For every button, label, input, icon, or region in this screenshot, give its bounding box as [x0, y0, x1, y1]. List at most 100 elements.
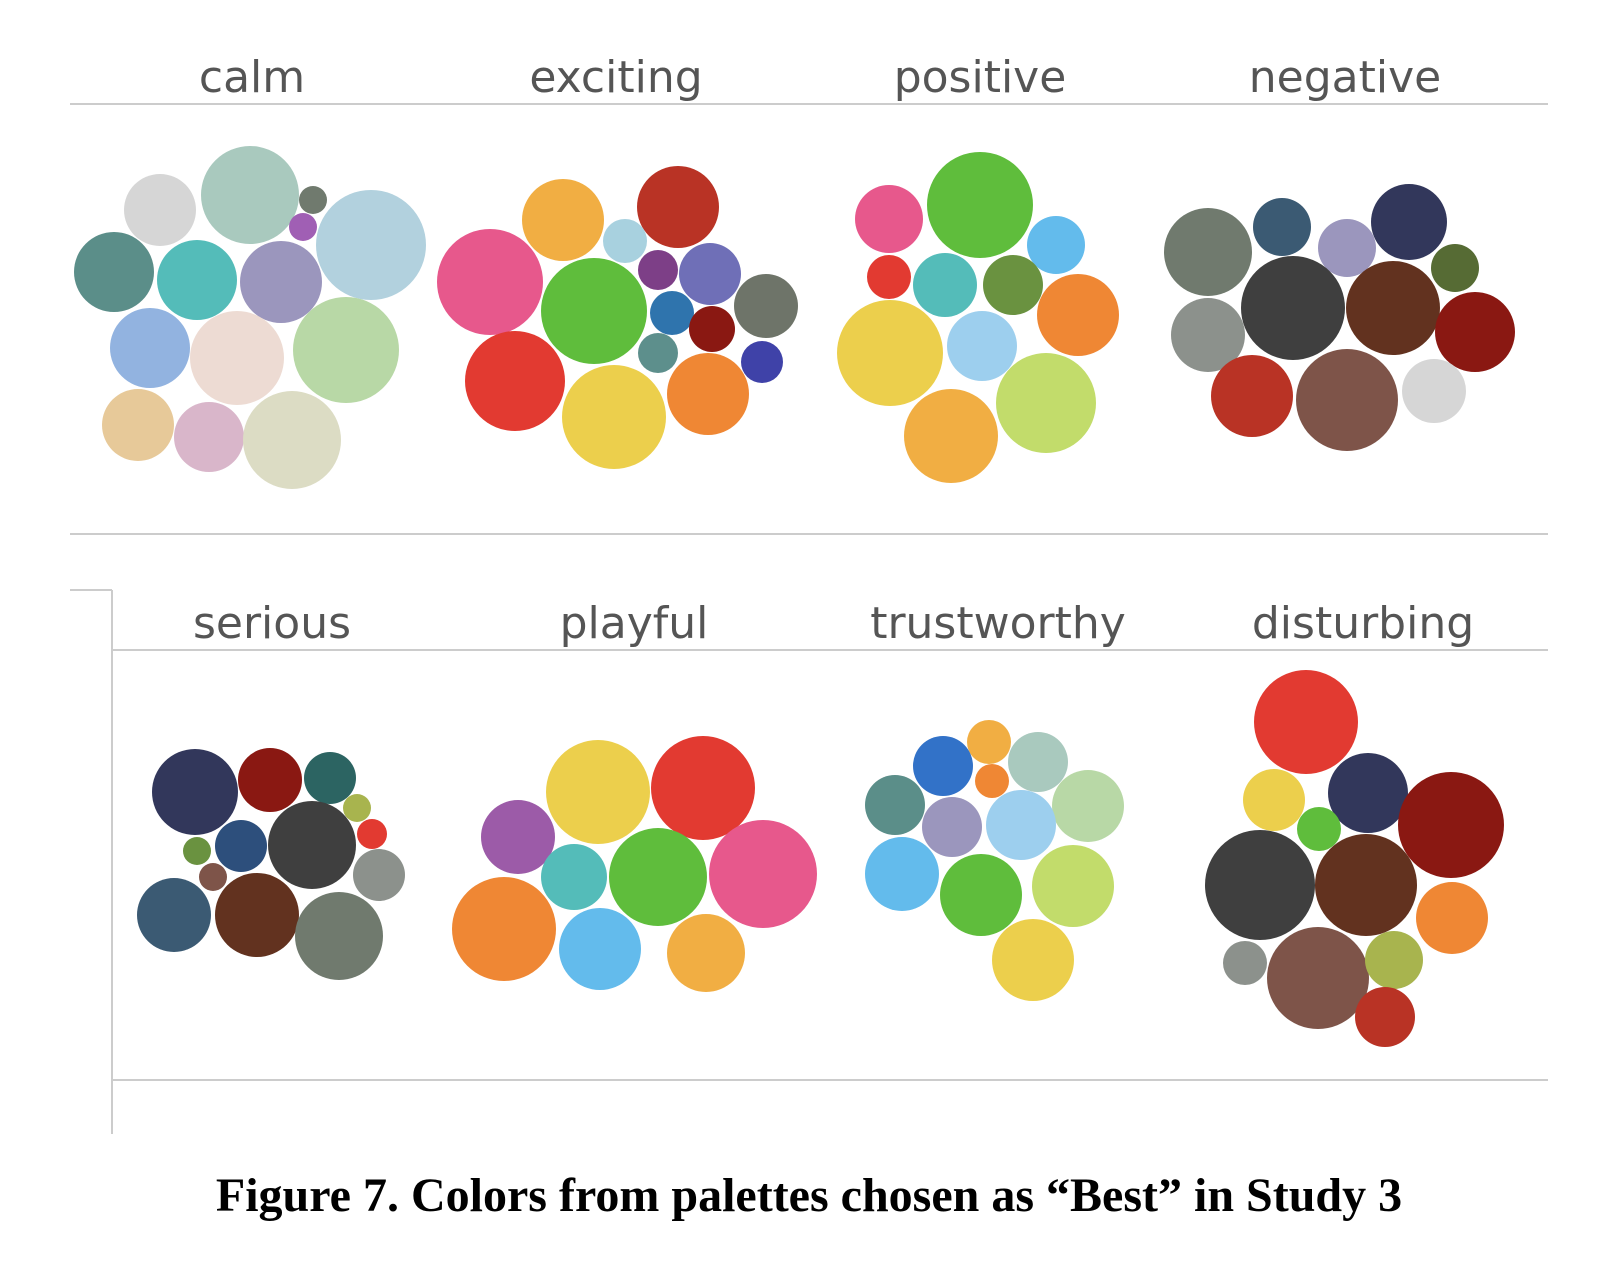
- panel-positive: [837, 152, 1119, 483]
- calm-color-bubble-4: [289, 213, 317, 241]
- serious-color-bubble-11: [137, 878, 211, 952]
- exciting-color-bubble-2: [637, 166, 719, 248]
- calm-color-bubble-7: [157, 240, 237, 320]
- trustworthy-color-bubble-9: [865, 837, 939, 911]
- disturbing-color-bubble-9: [1223, 941, 1267, 985]
- exciting-color-bubble-11: [638, 333, 678, 373]
- positive-color-bubble-9: [947, 311, 1017, 381]
- calm-color-bubble-5: [316, 190, 426, 300]
- exciting-color-bubble-8: [650, 291, 694, 335]
- trustworthy-color-bubble-5: [865, 775, 925, 835]
- positive-color-bubble-5: [913, 253, 977, 317]
- exciting-color-bubble-1: [522, 179, 604, 261]
- serious-color-bubble-5: [215, 820, 267, 872]
- disturbing-color-bubble-12: [1355, 987, 1415, 1047]
- negative-color-bubble-11: [1296, 349, 1398, 451]
- label-serious: serious: [193, 598, 351, 649]
- positive-color-bubble-1: [855, 185, 923, 253]
- negative-color-bubble-10: [1211, 355, 1293, 437]
- serious-color-bubble-2: [238, 748, 302, 812]
- exciting-color-bubble-4: [437, 229, 543, 335]
- calm-color-bubble-10: [190, 311, 284, 405]
- exciting-color-bubble-14: [562, 365, 666, 469]
- negative-color-bubble-5: [1431, 244, 1479, 292]
- calm-color-bubble-1: [124, 174, 196, 246]
- positive-color-bubble-6: [983, 255, 1043, 315]
- serious-color-bubble-9: [199, 863, 227, 891]
- serious-color-bubble-4: [343, 794, 371, 822]
- positive-color-bubble-3: [1027, 216, 1085, 274]
- negative-color-bubble-12: [1402, 359, 1466, 423]
- playful-color-bubble-4: [541, 844, 607, 910]
- playful-color-bubble-2: [651, 736, 755, 840]
- serious-color-bubble-7: [357, 819, 387, 849]
- exciting-color-bubble-10: [689, 306, 735, 352]
- panel-trustworthy: [865, 720, 1124, 1001]
- disturbing-color-bubble-6: [1205, 830, 1315, 940]
- panel-negative: [1164, 184, 1515, 451]
- positive-color-bubble-8: [837, 300, 943, 406]
- disturbing-color-bubble-10: [1267, 927, 1369, 1029]
- exciting-color-bubble-5: [638, 250, 678, 290]
- negative-color-bubble-8: [1435, 292, 1515, 372]
- label-positive: positive: [894, 52, 1067, 103]
- playful-color-bubble-9: [667, 914, 745, 992]
- figure-caption: Figure 7. Colors from palettes chosen as…: [215, 1169, 1403, 1222]
- disturbing-color-bubble-7: [1315, 834, 1417, 936]
- exciting-color-bubble-13: [465, 331, 565, 431]
- label-playful: playful: [560, 598, 709, 649]
- trustworthy-color-bubble-4: [975, 764, 1009, 798]
- bubble-layer: [74, 146, 1515, 1047]
- exciting-color-bubble-6: [679, 243, 741, 305]
- serious-color-bubble-12: [215, 873, 299, 957]
- playful-color-bubble-1: [546, 740, 650, 844]
- calm-color-bubble-12: [102, 389, 174, 461]
- label-calm: calm: [199, 52, 305, 103]
- positive-color-bubble-10: [996, 353, 1096, 453]
- exciting-color-bubble-15: [667, 353, 749, 435]
- disturbing-color-bubble-2: [1243, 769, 1305, 831]
- exciting-color-bubble-3: [603, 219, 647, 263]
- negative-color-bubble-3: [1318, 219, 1376, 277]
- calm-color-bubble-2: [201, 146, 299, 244]
- playful-color-bubble-5: [609, 828, 707, 926]
- negative-color-bubble-7: [1346, 261, 1440, 355]
- trustworthy-color-bubble-11: [1032, 845, 1114, 927]
- playful-color-bubble-3: [481, 800, 555, 874]
- disturbing-color-bubble-1: [1254, 670, 1358, 774]
- calm-color-bubble-9: [110, 308, 190, 388]
- disturbing-color-bubble-3: [1328, 753, 1408, 833]
- trustworthy-color-bubble-12: [992, 919, 1074, 1001]
- negative-color-bubble-2: [1253, 198, 1311, 256]
- calm-color-bubble-13: [174, 402, 244, 472]
- exciting-color-bubble-12: [741, 341, 783, 383]
- negative-color-bubble-9: [1171, 298, 1245, 372]
- disturbing-color-bubble-8: [1416, 882, 1488, 954]
- label-trustworthy: trustworthy: [870, 598, 1126, 649]
- serious-color-bubble-10: [353, 849, 405, 901]
- label-exciting: exciting: [529, 52, 702, 103]
- calm-color-bubble-6: [74, 232, 154, 312]
- exciting-color-bubble-9: [734, 274, 798, 338]
- playful-color-bubble-7: [452, 877, 556, 981]
- disturbing-color-bubble-4: [1297, 807, 1341, 851]
- trustworthy-color-bubble-7: [922, 797, 982, 857]
- panel-exciting: [437, 166, 798, 469]
- panel-serious: [137, 748, 405, 980]
- playful-color-bubble-6: [709, 820, 817, 928]
- serious-color-bubble-8: [183, 837, 211, 865]
- serious-color-bubble-3: [304, 752, 356, 804]
- serious-color-bubble-13: [295, 892, 383, 980]
- panel-disturbing: [1205, 670, 1504, 1047]
- panel-calm: [74, 146, 426, 489]
- calm-color-bubble-14: [243, 391, 341, 489]
- positive-color-bubble-4: [867, 255, 911, 299]
- exciting-color-bubble-7: [541, 258, 647, 364]
- serious-color-bubble-6: [268, 801, 356, 889]
- calm-color-bubble-8: [240, 241, 322, 323]
- trustworthy-color-bubble-3: [1008, 732, 1068, 792]
- calm-color-bubble-3: [299, 186, 327, 214]
- trustworthy-color-bubble-2: [913, 736, 973, 796]
- label-disturbing: disturbing: [1252, 598, 1474, 649]
